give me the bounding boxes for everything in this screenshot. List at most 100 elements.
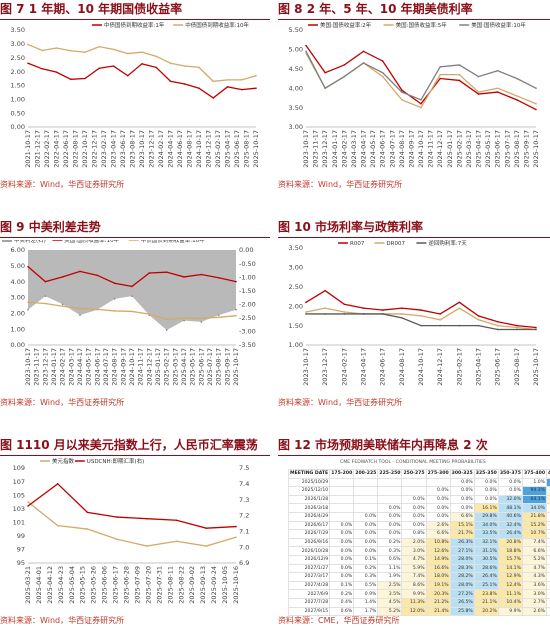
probability-cell: 20.3% <box>425 589 451 599</box>
y2-tick-label: -0.50 <box>239 260 256 268</box>
probability-cell: 32.4% <box>497 520 523 531</box>
x-tick-label: 2025-06-17 <box>233 130 241 168</box>
data-point <box>84 51 86 53</box>
column-header: 300-325 <box>449 469 475 479</box>
data-point <box>496 91 499 93</box>
probability-cell <box>353 477 379 488</box>
data-point <box>155 66 158 69</box>
y2-tick-label: 7.4 <box>239 480 249 488</box>
probability-cell: 0.8% <box>401 529 427 539</box>
y-tick-label: 5.00 <box>11 262 25 270</box>
data-point <box>113 298 116 300</box>
source-note: 资料来源：Wind，华西证券研究所 <box>0 180 125 189</box>
data-point <box>226 79 229 81</box>
x-tick-label: 2025-07-20 <box>144 566 152 604</box>
data-point <box>458 307 461 309</box>
data-point <box>131 310 133 313</box>
data-point <box>169 62 172 65</box>
x-tick-label: 2025-06-17 <box>494 348 502 386</box>
data-point <box>324 87 326 89</box>
probability-cell: 31.1% <box>473 546 499 556</box>
probability-cell: 1.9% <box>377 572 403 582</box>
probability-cell: 16.6% <box>425 563 451 574</box>
data-point <box>362 307 365 309</box>
data-point <box>343 75 346 78</box>
source-note: 资料来源：Wind，华西证券研究所 <box>0 398 125 407</box>
y-tick-label: 0.00 <box>11 341 25 349</box>
data-point <box>79 270 81 273</box>
x-tick-label: 2023-08-17 <box>129 130 137 168</box>
probability-cell: 21.1% <box>473 597 499 608</box>
y-tick-label: 4.50 <box>289 65 303 73</box>
x-tick-label: 2024-10-17 <box>417 348 425 386</box>
data-point <box>226 86 229 88</box>
meeting-date-cell: 2026/3/18 <box>287 503 331 513</box>
table-row: 2026/12/9 0.0% 0.1% 0.6% 4.7% 14.9% 28.0% 30.5%… <box>287 554 550 565</box>
data-point <box>61 276 64 278</box>
x-tick-label: 2024-10-17 <box>128 348 136 386</box>
probability-cell: 2.0% <box>401 537 427 548</box>
probability-cell <box>353 494 379 505</box>
x-tick-label: 2025-08-17 <box>215 348 223 386</box>
data-point <box>477 93 480 95</box>
y2-tick-label: -1.50 <box>239 287 256 295</box>
data-point <box>113 310 116 312</box>
data-point <box>198 66 200 69</box>
probability-cell: 0.0% <box>473 486 499 496</box>
data-point <box>458 79 461 82</box>
table-row: 2026/4/29 0.0% 0.0% 0.0% 0.0% 6.6% 29.8% 40.6% 2… <box>287 511 550 522</box>
probability-cell: 6.6% <box>425 529 451 539</box>
table-row: 2026/7/29 0.0% 0.0% 0.0% 0.8% 6.6% 21.7% 33.5% 2… <box>287 529 550 539</box>
probability-cell: 5.2% <box>521 554 548 565</box>
probability-cell: 2.6% <box>425 520 451 531</box>
x-tick-label: 2024-03-17 <box>67 348 75 386</box>
source-note: 资料来源：Wind，华西证券研究所 <box>0 616 125 625</box>
data-point <box>205 527 208 529</box>
x-tick-label: 2025-08-17 <box>513 348 521 386</box>
probability-cell: 3.0% <box>521 589 548 599</box>
y-tick-label: 3.00 <box>289 123 303 131</box>
chart-panel-5: 图 1110 月以来美元指数上行，人民币汇率震荡 95 97 99 101 103 105… <box>0 436 270 626</box>
x-tick-label: 2025-10-17 <box>532 130 540 168</box>
probability-cell: 15.1% <box>449 520 475 531</box>
data-point <box>141 63 143 65</box>
y2-tick-label: 7.2 <box>239 512 249 520</box>
data-point <box>112 48 115 51</box>
probability-cell: 18.0% <box>425 572 451 582</box>
line-chart: 0.00 0.50 1.00 1.50 2.00 2.50 3.00 3.50 2021-10-… <box>11 22 260 168</box>
title-rule <box>278 455 550 456</box>
legend-label: 中美利差(右) <box>14 240 46 244</box>
x-tick-label: 2025-09-02 <box>188 566 196 604</box>
probability-cell: 21.2% <box>425 597 451 608</box>
probability-cell: 23.8% <box>473 589 499 599</box>
meeting-date-cell: 2025/12/10 <box>287 486 331 496</box>
probability-cell: 0.1% <box>329 580 355 591</box>
probability-cell: 0.0% <box>449 477 475 488</box>
probability-cell: 0.1% <box>353 554 379 565</box>
probability-cell: 0.3% <box>546 537 550 548</box>
data-point <box>183 83 186 85</box>
series-line <box>305 289 537 329</box>
meeting-date-cell: 2027/1/27 <box>287 563 331 574</box>
probability-cell: 0.0% <box>329 563 355 574</box>
x-tick-label: 2023-10-17 <box>302 130 310 168</box>
data-point <box>305 50 307 53</box>
data-point <box>343 311 346 313</box>
legend-label: 美国:国债收益率:2年 <box>320 22 372 29</box>
data-point <box>56 483 59 485</box>
chart-panel-3: 图 9 中美利差走势 0.00 1.00 2.00 3.00 4.00 5.00 6.00 0… <box>0 218 270 408</box>
probability-cell: 14.9% <box>425 554 451 565</box>
y-tick-label: 101 <box>13 518 25 526</box>
x-tick-label: 2025-09-24 <box>210 566 218 604</box>
title-rule <box>0 455 270 456</box>
data-point <box>235 280 237 283</box>
probability-cell: 0.0% <box>353 537 379 548</box>
data-point <box>183 319 185 322</box>
x-tick-label: 2024-02-17 <box>340 348 348 386</box>
probability-cell: 0.0% <box>353 520 379 531</box>
column-header: 325-350 <box>473 469 499 479</box>
meeting-date-cell: 2027/7/28 <box>287 597 331 608</box>
probability-cell: 0.0% <box>401 520 427 531</box>
data-point <box>439 66 441 68</box>
data-point <box>141 51 143 53</box>
